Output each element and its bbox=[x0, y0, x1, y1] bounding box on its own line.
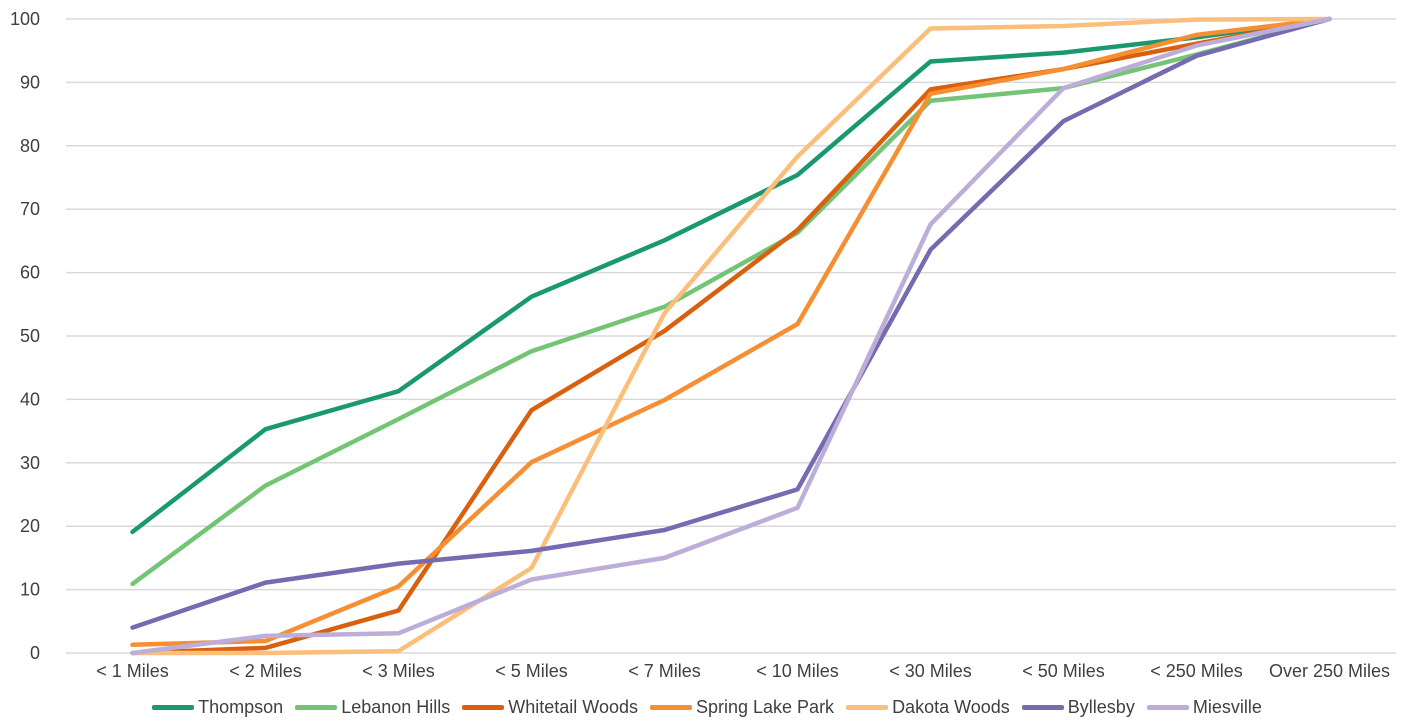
legend-swatch bbox=[649, 704, 692, 710]
legend-label: Lebanon Hills bbox=[341, 696, 451, 717]
x-tick-label: < 250 Miles bbox=[1150, 661, 1243, 681]
x-tick-label: < 5 Miles bbox=[495, 661, 568, 681]
legend-item: Lebanon Hills bbox=[295, 697, 450, 718]
x-tick-label: < 50 Miles bbox=[1022, 661, 1105, 681]
legend-label: Byllesby bbox=[1067, 696, 1135, 717]
legend-swatch bbox=[152, 704, 195, 710]
series-lines bbox=[130, 16, 1332, 656]
x-tick-label: < 3 Miles bbox=[362, 661, 435, 681]
x-tick-label: < 1 Miles bbox=[96, 661, 169, 681]
y-tick-label: 40 bbox=[20, 389, 40, 409]
legend: Thompson Lebanon Hills Whitetail Woods Spri… bbox=[0, 694, 1414, 720]
legend-label: Miesville bbox=[1192, 696, 1262, 717]
y-tick-label: 90 bbox=[20, 72, 40, 92]
y-tick-label: 20 bbox=[20, 516, 40, 536]
x-tick-label: < 30 Miles bbox=[889, 661, 972, 681]
y-axis-tick-labels: 0 10 20 30 40 50 60 70 80 90 100 bbox=[10, 9, 40, 663]
x-tick-label: Over 250 Miles bbox=[1269, 661, 1390, 681]
y-tick-label: 70 bbox=[20, 199, 40, 219]
legend-item: Dakota Woods bbox=[846, 697, 1010, 718]
legend-label: Whitetail Woods bbox=[508, 696, 638, 717]
legend-swatch bbox=[295, 704, 338, 710]
series-line-byllesby bbox=[130, 16, 1332, 630]
legend-item: Miesville bbox=[1146, 696, 1262, 718]
legend-label: Dakota Woods bbox=[892, 696, 1010, 717]
legend-swatch bbox=[462, 704, 505, 710]
line-chart: 0 10 20 30 40 50 60 70 80 90 100 < 1 Miles < 2 Mile… bbox=[10, 9, 1396, 681]
y-tick-label: 0 bbox=[30, 643, 40, 663]
series-line-dakota-woods bbox=[130, 16, 1332, 656]
legend-swatch bbox=[846, 704, 889, 710]
legend-label: Spring Lake Park bbox=[695, 696, 835, 717]
y-tick-label: 50 bbox=[20, 326, 40, 346]
legend-label: Thompson bbox=[198, 696, 284, 717]
legend-swatch bbox=[1146, 704, 1189, 710]
series-line-whitetail-woods bbox=[130, 16, 1332, 656]
y-tick-label: 30 bbox=[20, 453, 40, 473]
legend-swatch bbox=[1021, 704, 1064, 710]
x-tick-label: < 7 Miles bbox=[628, 661, 701, 681]
y-tick-label: 100 bbox=[10, 9, 40, 29]
series-line-miesville bbox=[130, 16, 1332, 656]
legend-item: Whitetail Woods bbox=[462, 697, 638, 718]
x-axis-tick-labels: < 1 Miles < 2 Miles < 3 Miles < 5 Miles < 7 … bbox=[96, 661, 1390, 681]
series-line-lebanon-hills bbox=[130, 16, 1332, 587]
series-line-thompson bbox=[130, 16, 1332, 535]
legend-item: Spring Lake Park bbox=[649, 696, 835, 718]
legend-item: Byllesby bbox=[1021, 696, 1135, 718]
y-tick-label: 80 bbox=[20, 136, 40, 156]
series-line-spring-lake-park bbox=[130, 16, 1332, 648]
legend-item: Thompson bbox=[152, 697, 283, 718]
x-tick-label: < 10 Miles bbox=[756, 661, 839, 681]
y-tick-label: 10 bbox=[20, 580, 40, 600]
gridlines bbox=[66, 18, 1396, 654]
x-tick-label: < 2 Miles bbox=[229, 661, 302, 681]
y-tick-label: 60 bbox=[20, 263, 40, 283]
